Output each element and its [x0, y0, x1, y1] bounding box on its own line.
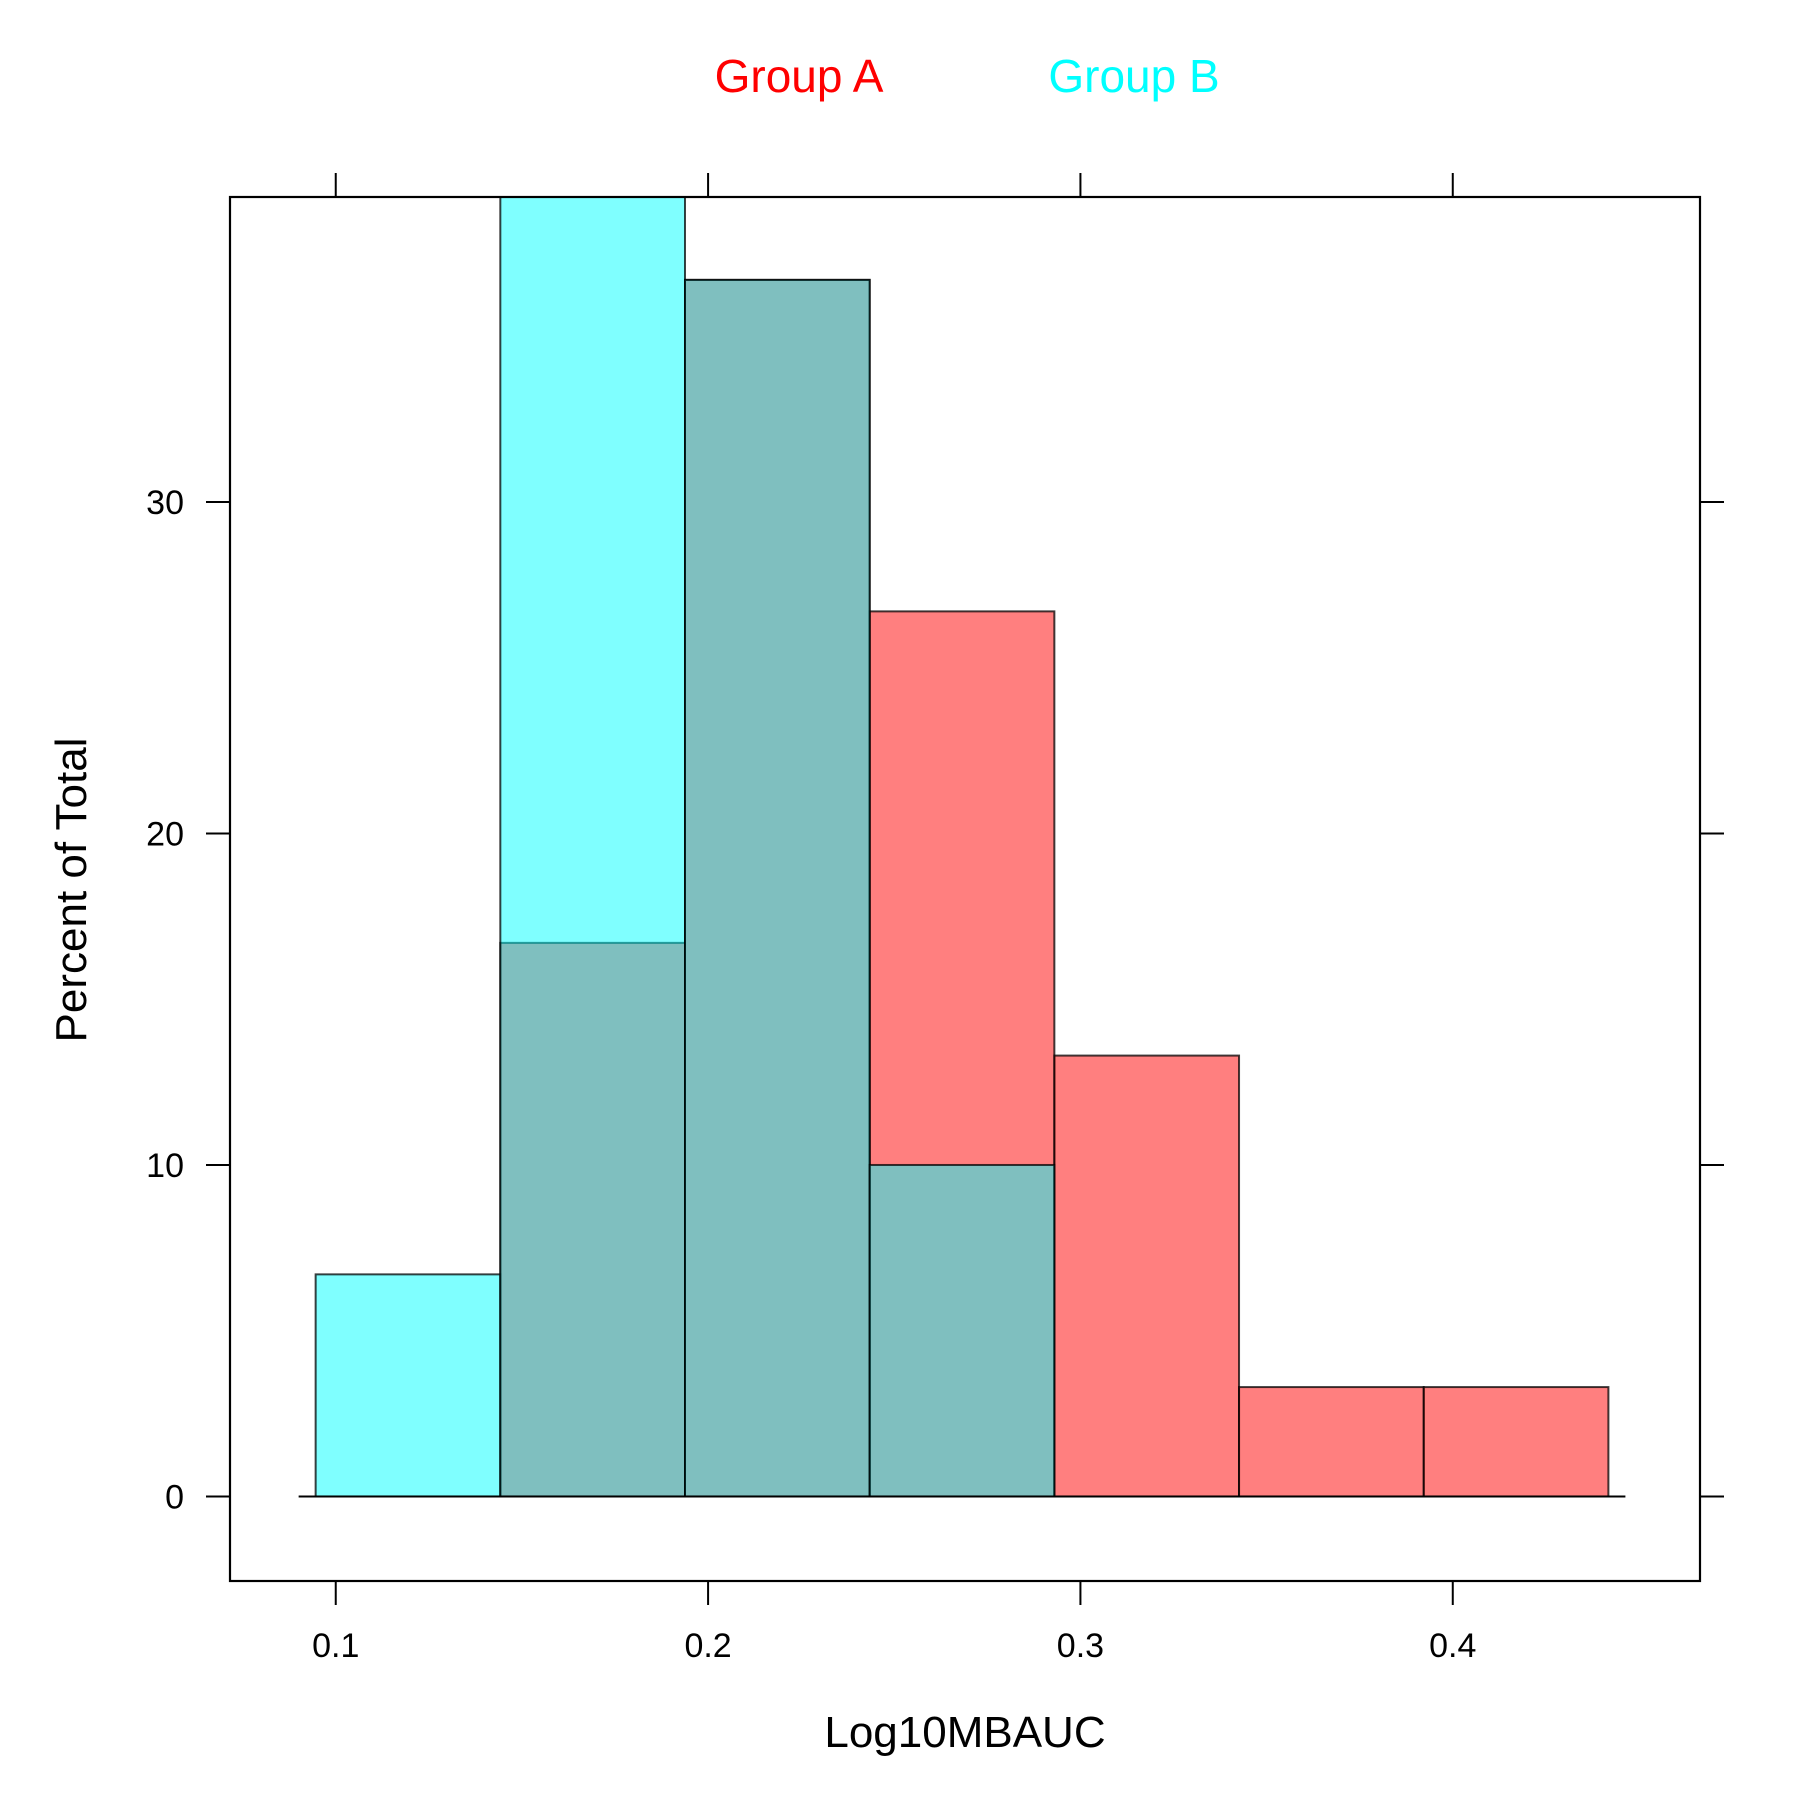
legend: Group A Group B	[715, 50, 1220, 102]
bars-layer	[314, 197, 1610, 1498]
bar-group-b-bin-3	[684, 278, 871, 1498]
axes-layer: 0.1 0.2 0.3 0.4 0 10 20 30	[146, 173, 1724, 1665]
x-axis-title: Log10MBAUC	[824, 1708, 1105, 1757]
bar-group-a-bin-6	[1238, 1386, 1425, 1498]
y-tick-label: 10	[146, 1147, 184, 1185]
x-tick-label: 0.1	[312, 1627, 359, 1665]
legend-entry-group-a: Group A	[715, 50, 884, 102]
y-tick-label: 0	[165, 1478, 184, 1516]
y-tick-label: 20	[146, 815, 184, 853]
x-tick-label: 0.3	[1057, 1627, 1104, 1665]
legend-entry-group-b: Group B	[1048, 50, 1219, 102]
bar-group-b-bin-2	[499, 197, 686, 1498]
y-tick-label: 30	[146, 484, 184, 522]
bar-group-a-bin-5	[1053, 1054, 1241, 1498]
bar-group-b-bin-1	[314, 1273, 502, 1498]
x-tick-label: 0.2	[684, 1627, 731, 1665]
plot-frame	[228, 195, 1702, 1583]
bar-group-b-bin-4	[868, 1163, 1056, 1498]
bar-group-a-bin-7	[1422, 1386, 1610, 1498]
y-axis-title: Percent of Total	[47, 738, 96, 1043]
x-tick-label: 0.4	[1429, 1627, 1476, 1665]
